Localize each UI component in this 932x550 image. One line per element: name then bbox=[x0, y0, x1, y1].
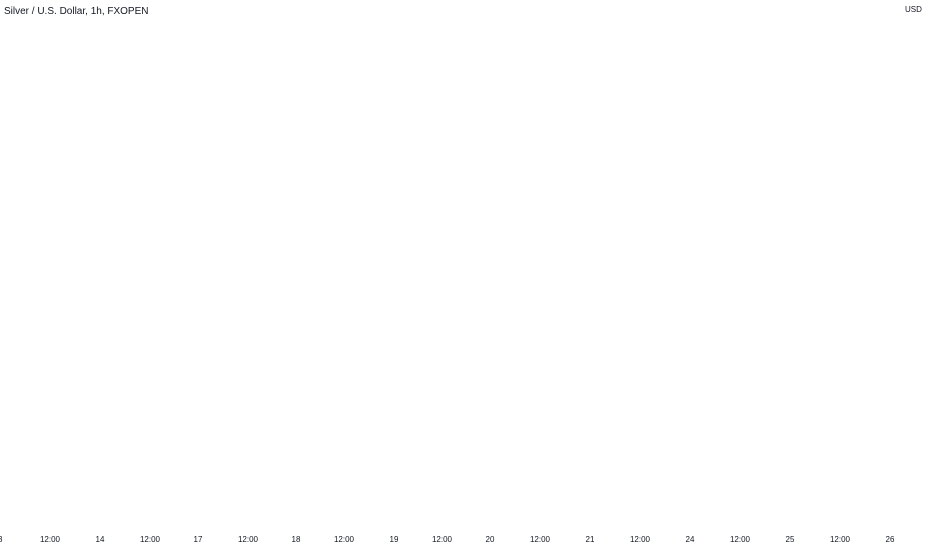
x-axis-tick-label: 12:00 bbox=[334, 535, 355, 544]
x-axis-tick-label: 12:00 bbox=[238, 535, 259, 544]
x-axis-tick-label: 18 bbox=[292, 535, 301, 544]
x-axis-tick-label: 26 bbox=[886, 535, 895, 544]
x-axis-tick-label: 12:00 bbox=[432, 535, 453, 544]
x-axis-tick-label: 12:00 bbox=[630, 535, 651, 544]
x-axis-tick-label: 14 bbox=[96, 535, 105, 544]
x-axis-tick-label: 21 bbox=[586, 535, 595, 544]
x-axis-tick-label: 12:00 bbox=[830, 535, 851, 544]
x-axis-tick-label: 19 bbox=[390, 535, 399, 544]
x-axis-tick-label: 12:00 bbox=[140, 535, 161, 544]
x-axis-tick-label: 17 bbox=[194, 535, 203, 544]
x-axis-tick-label: 12:00 bbox=[530, 535, 551, 544]
x-axis-tick-label: 12:00 bbox=[730, 535, 751, 544]
x-axis-tick-label: 12:00 bbox=[40, 535, 61, 544]
currency-label: USD bbox=[905, 5, 922, 14]
x-axis-tick-label: 20 bbox=[486, 535, 495, 544]
x-axis-tick-label: 25 bbox=[786, 535, 795, 544]
x-axis-tick-label: 24 bbox=[686, 535, 695, 544]
chart-title: Silver / U.S. Dollar, 1h, FXOPEN bbox=[4, 6, 149, 17]
x-axis-tick-label: 13 bbox=[0, 535, 3, 544]
